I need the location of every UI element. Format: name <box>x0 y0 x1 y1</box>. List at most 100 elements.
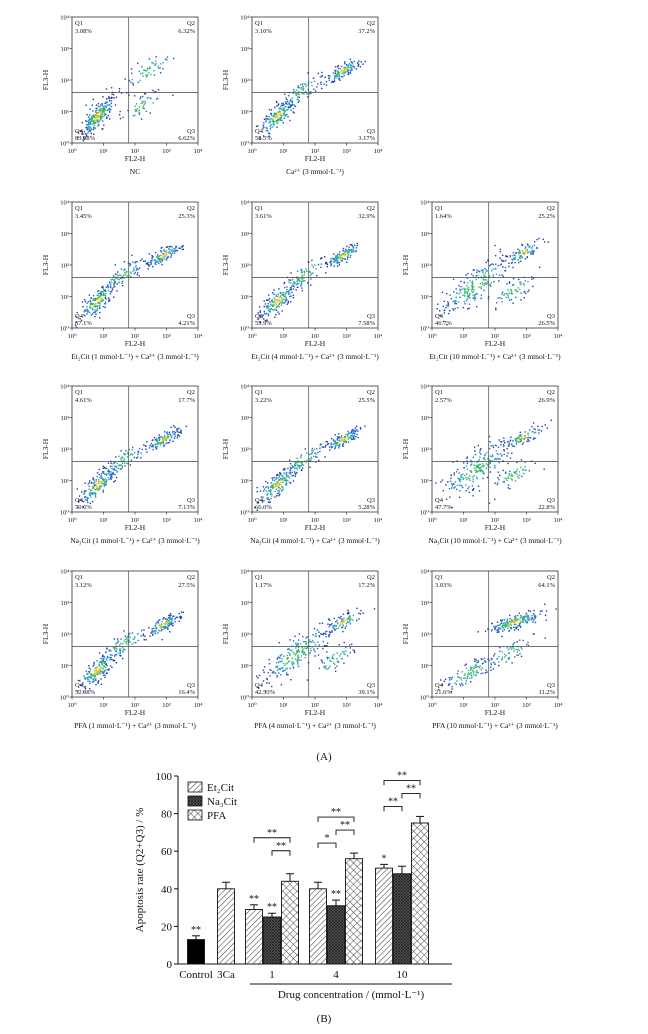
event-dot <box>293 653 295 655</box>
event-dot <box>506 283 508 285</box>
event-dot <box>289 459 291 461</box>
event-dot <box>279 115 282 117</box>
event-dot <box>510 262 513 264</box>
q1-label: Q1 <box>75 205 83 212</box>
event-dot <box>275 309 277 311</box>
event-dot <box>468 673 471 675</box>
event-dot <box>459 480 461 483</box>
event-dot <box>85 104 87 106</box>
event-dot <box>523 251 525 254</box>
x-tick-label: 10⁰ <box>427 702 437 709</box>
event-dot <box>274 299 277 301</box>
event-dot <box>318 635 320 637</box>
event-dot <box>155 63 157 65</box>
event-dot <box>480 668 483 671</box>
event-dot <box>284 669 286 672</box>
event-dot <box>344 67 347 70</box>
event-dot <box>301 275 304 277</box>
event-dot <box>465 473 468 475</box>
event-dot <box>297 654 299 656</box>
event-dot <box>87 497 89 499</box>
event-dot <box>286 667 288 669</box>
event-dot <box>159 438 161 440</box>
event-dot <box>288 105 290 108</box>
q3-value: 11.2% <box>538 689 555 696</box>
event-dot <box>505 293 508 295</box>
event-dot <box>142 107 144 110</box>
event-dot <box>148 96 150 99</box>
event-dot <box>477 661 479 663</box>
event-dot <box>279 488 281 490</box>
event-dot <box>465 291 467 293</box>
q1-label: Q1 <box>75 20 83 27</box>
event-dot <box>473 296 476 298</box>
event-dot <box>289 282 292 284</box>
x-tick-label: 10² <box>131 148 140 155</box>
event-dot <box>110 108 112 111</box>
event-dot <box>532 422 535 424</box>
event-dot <box>293 281 295 283</box>
event-dot <box>491 454 494 456</box>
event-dot <box>270 114 272 116</box>
event-dot <box>341 623 343 625</box>
event-dot <box>103 107 106 109</box>
event-dot <box>470 459 472 462</box>
event-dot <box>300 268 302 271</box>
event-dot <box>115 465 117 468</box>
event-dot <box>273 303 275 306</box>
event-dot <box>94 122 96 124</box>
event-dot <box>129 276 132 278</box>
q2-value: 26.9% <box>538 397 555 404</box>
event-dot <box>296 468 298 470</box>
event-dot <box>345 64 348 66</box>
event-dot <box>290 482 292 484</box>
event-dot <box>335 258 338 260</box>
event-dot <box>519 252 521 254</box>
event-dot <box>296 281 298 283</box>
event-dot <box>91 302 93 305</box>
event-dot <box>156 257 159 259</box>
y-tick-label: 10² <box>241 263 250 270</box>
event-dot <box>146 97 148 99</box>
event-dot <box>272 483 274 485</box>
event-dot <box>458 478 460 481</box>
event-dot <box>284 296 287 298</box>
event-dot <box>286 303 288 305</box>
event-dot <box>138 113 140 115</box>
event-dot <box>107 469 110 471</box>
y-tick-label: 10¹ <box>61 478 70 485</box>
plot-frame <box>431 201 559 329</box>
event-dot <box>349 58 351 60</box>
event-dot <box>330 81 333 83</box>
event-dot <box>78 499 80 501</box>
event-dot <box>301 467 304 469</box>
event-dot <box>307 88 309 91</box>
event-dot <box>143 444 145 446</box>
event-dot <box>547 241 549 243</box>
q3-label: Q3 <box>187 682 195 689</box>
event-dot <box>276 492 278 495</box>
event-dot <box>90 494 92 496</box>
event-dot <box>534 462 536 464</box>
event-dot <box>173 252 176 254</box>
event-dot <box>463 282 466 284</box>
event-dot <box>326 443 329 445</box>
q1-label: Q1 <box>255 389 263 396</box>
x-tick-label: 10⁴ <box>554 702 564 709</box>
event-dot <box>157 65 160 67</box>
event-dot <box>125 637 128 639</box>
event-dot <box>264 303 267 305</box>
event-dot <box>326 263 329 266</box>
event-dot <box>454 303 456 305</box>
event-dot <box>271 309 273 311</box>
event-dot <box>344 435 347 438</box>
x-tick-label: 10⁰ <box>247 517 257 524</box>
event-dot <box>87 680 89 682</box>
event-dot <box>356 425 358 427</box>
event-dot <box>85 120 87 122</box>
event-dot <box>503 449 505 451</box>
event-dot <box>481 471 483 473</box>
event-dot <box>465 490 467 492</box>
event-dot <box>474 299 476 301</box>
